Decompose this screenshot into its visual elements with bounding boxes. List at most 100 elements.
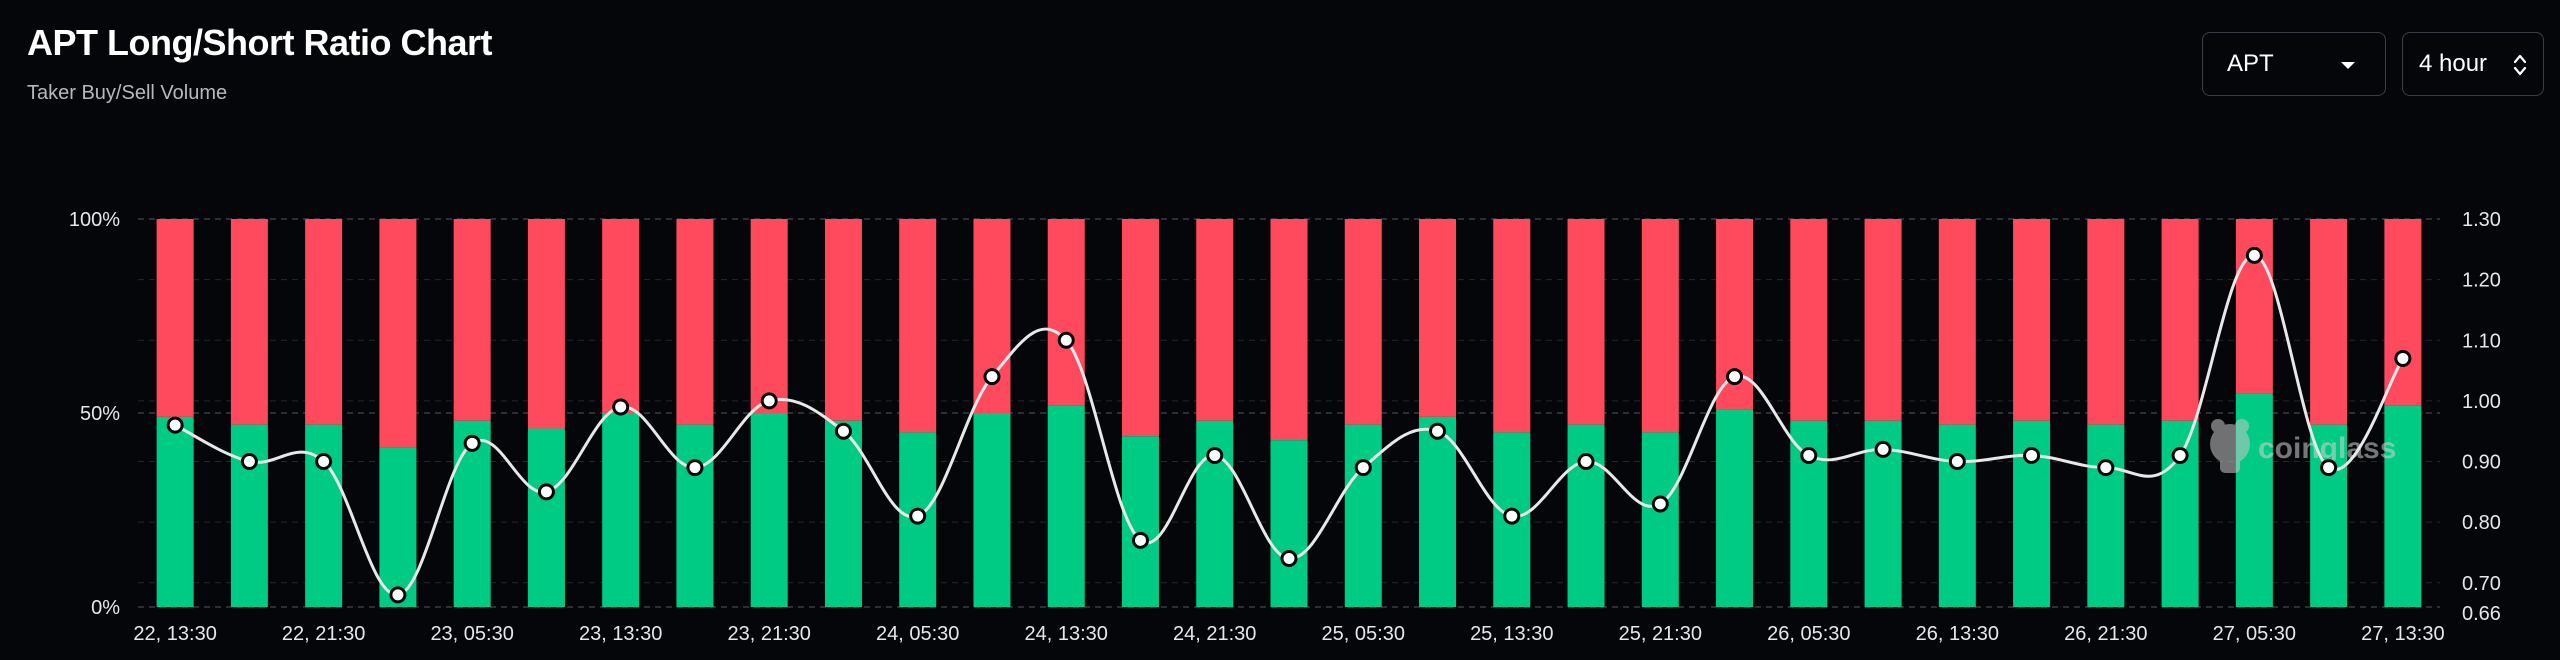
short-bar — [899, 219, 937, 433]
x-axis: 22, 13:30 22, 21:30 23, 05:30 23, 13:30 23, … — [133, 623, 2444, 645]
ratio-point — [1206, 446, 1224, 464]
short-bar — [305, 219, 343, 425]
ratio-point — [2023, 446, 2041, 464]
short-bar — [2013, 219, 2051, 421]
short-bar — [2161, 219, 2199, 421]
y-right-tick-label: 0.70 — [2462, 573, 2501, 595]
short-bar — [230, 219, 268, 425]
y-right-tick-label: 1.20 — [2462, 270, 2501, 292]
long-bar — [750, 413, 788, 607]
interval-select-value: 4 hour — [2419, 50, 2488, 77]
ratio-point — [315, 453, 333, 470]
long-bar — [305, 424, 343, 607]
short-bar — [379, 219, 417, 448]
ratio-point — [612, 398, 630, 416]
long-bar — [379, 447, 417, 607]
x-tick-label: 24, 13:30 — [1025, 623, 1108, 645]
ratio-point — [1651, 495, 1669, 513]
ratio-point — [1577, 453, 1595, 470]
ratio-point — [1354, 459, 1372, 477]
x-tick-label: 23, 21:30 — [727, 623, 810, 645]
updown-chevron-icon — [2513, 54, 2527, 76]
ratio-point — [1429, 422, 1447, 440]
x-tick-label: 25, 21:30 — [1619, 623, 1702, 645]
short-bar — [156, 219, 194, 417]
long-bar — [2384, 405, 2422, 607]
ratio-point — [1948, 453, 1966, 470]
short-bar — [1047, 219, 1085, 406]
page-title: APT Long/Short Ratio Chart — [27, 22, 492, 63]
short-bar — [824, 219, 862, 421]
ratio-point — [760, 392, 778, 410]
long-bar — [2310, 424, 2348, 607]
ratio-point — [1800, 446, 1818, 464]
short-bar — [1419, 219, 1457, 417]
long-bar — [1567, 424, 1605, 607]
ratio-point — [463, 434, 481, 452]
short-bar — [1196, 219, 1234, 421]
long-bar — [1270, 440, 1308, 607]
ratio-point — [240, 453, 258, 470]
chevron-down-icon — [2341, 62, 2355, 69]
long-bar — [1641, 432, 1679, 607]
ratio-point — [2097, 459, 2115, 477]
grid-lines — [138, 218, 2440, 608]
x-tick-label: 27, 05:30 — [2213, 623, 2296, 645]
ratio-point — [389, 586, 407, 604]
long-bar — [676, 424, 714, 607]
ratio-point — [2171, 446, 2189, 464]
coin-select-value: APT — [2227, 50, 2274, 77]
coin-select[interactable]: APT — [2202, 32, 2386, 96]
long-bar — [527, 428, 565, 607]
ratio-point — [1057, 331, 1075, 349]
short-bar — [1567, 219, 1605, 425]
short-bar — [1938, 219, 1976, 425]
y-right-tick-label: 0.80 — [2462, 512, 2501, 534]
y-axis-right: 0.66 0.70 0.80 0.90 1.00 1.10 1.20 1.30 — [2462, 209, 2501, 625]
ratio-point — [909, 507, 927, 525]
short-bar — [676, 219, 714, 425]
ratio-point — [1280, 550, 1298, 567]
ratio-point — [834, 422, 852, 440]
interval-select[interactable]: 4 hour — [2402, 32, 2544, 96]
ratio-point — [983, 368, 1001, 386]
short-bar — [2310, 219, 2348, 425]
ratio-point — [2394, 349, 2412, 367]
y-left-tick-label: 50% — [80, 403, 120, 425]
ratio-point — [1131, 531, 1149, 549]
long-bar — [230, 424, 268, 607]
ratio-point — [1503, 507, 1521, 525]
short-bar — [750, 219, 788, 413]
short-bar — [1790, 219, 1828, 421]
y-right-tick-label: 0.90 — [2462, 452, 2501, 474]
long-bar — [1419, 416, 1457, 607]
y-right-tick-label: 1.10 — [2462, 330, 2501, 352]
y-axis-left: 0% 50% 100% — [69, 209, 120, 619]
x-tick-label: 22, 13:30 — [133, 623, 216, 645]
y-right-tick-label: 1.30 — [2462, 209, 2501, 231]
short-bar — [453, 219, 491, 421]
long-bar — [602, 413, 640, 607]
x-tick-label: 23, 13:30 — [579, 623, 662, 645]
short-bar — [1864, 219, 1902, 421]
short-bar — [2087, 219, 2125, 425]
x-tick-label: 27, 13:30 — [2361, 623, 2444, 645]
y-left-tick-label: 0% — [91, 597, 120, 619]
x-tick-label: 24, 05:30 — [876, 623, 959, 645]
ratio-point — [1726, 368, 1744, 386]
y-left-tick-label: 100% — [69, 209, 120, 231]
long-bar — [973, 413, 1011, 607]
ratio-point — [2245, 246, 2263, 264]
short-bar — [1493, 219, 1531, 433]
ratio-points — [166, 246, 2412, 604]
long-bar — [1047, 405, 1085, 607]
x-tick-label: 23, 05:30 — [430, 623, 513, 645]
short-bar — [527, 219, 565, 429]
short-bar — [2235, 219, 2273, 394]
y-right-tick-label: 1.00 — [2462, 391, 2501, 413]
x-tick-label: 26, 21:30 — [2064, 623, 2147, 645]
long-bar — [156, 416, 194, 607]
x-tick-label: 22, 21:30 — [282, 623, 365, 645]
short-bar — [602, 219, 640, 413]
